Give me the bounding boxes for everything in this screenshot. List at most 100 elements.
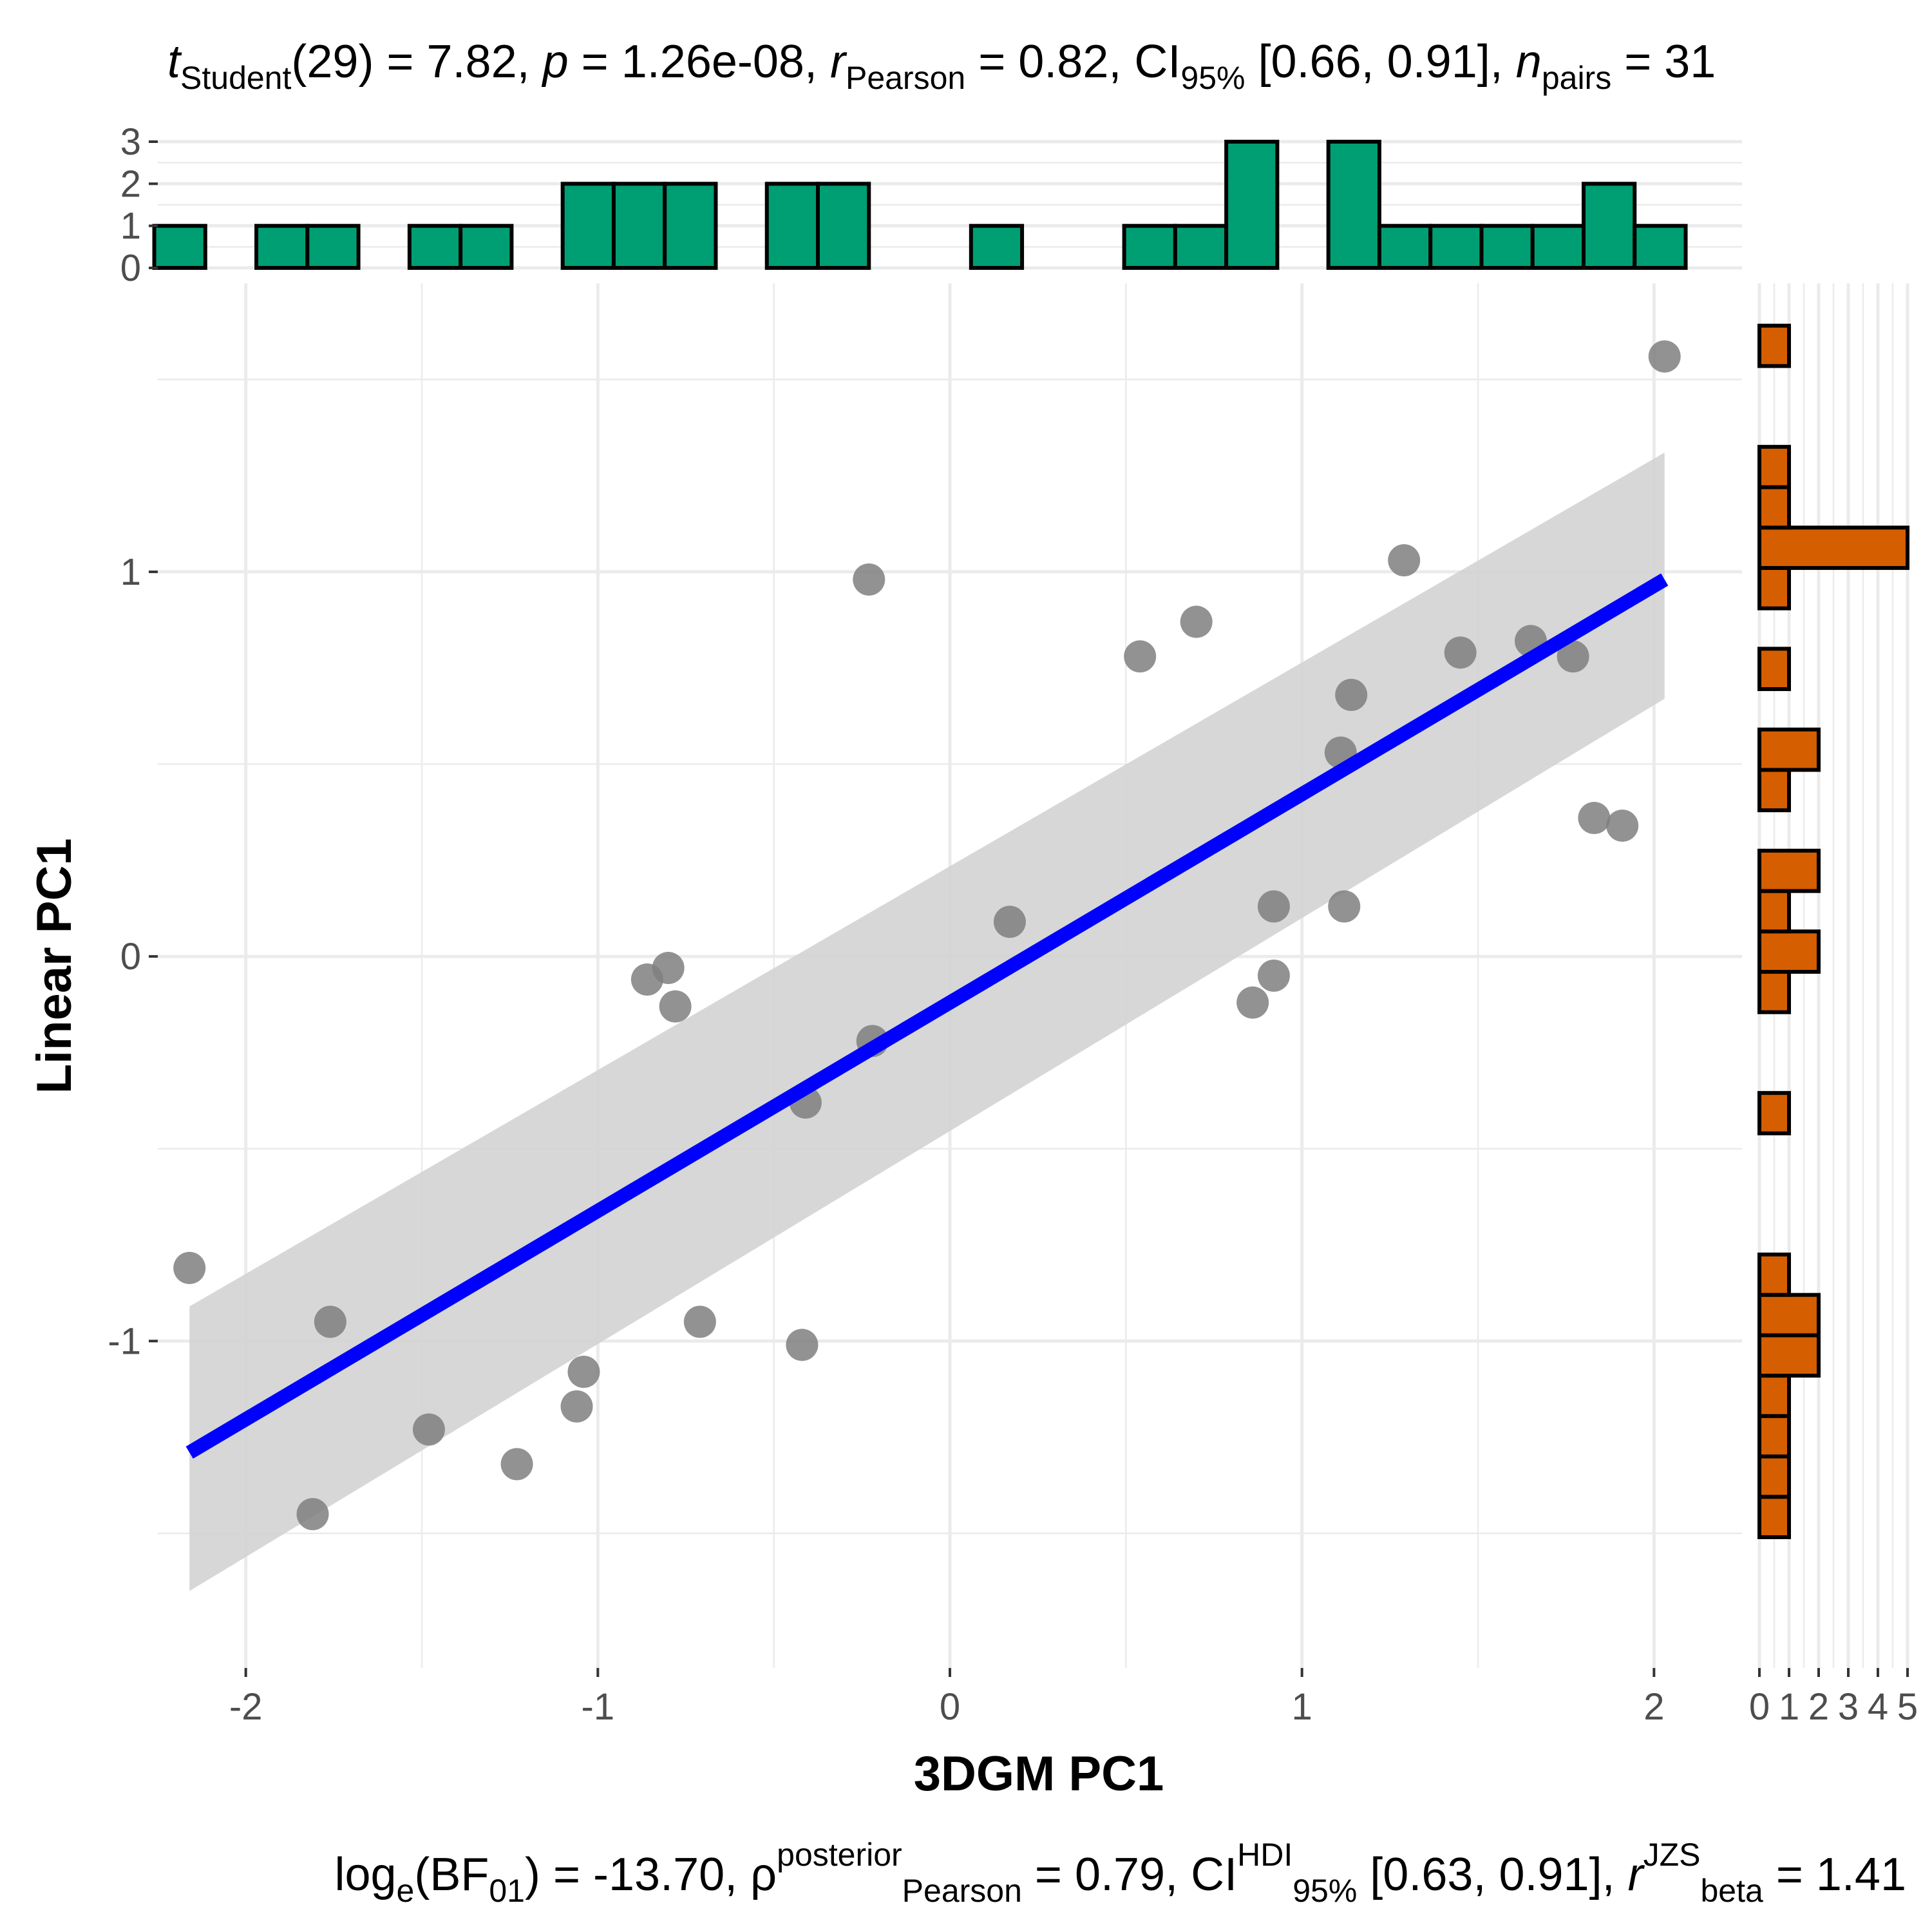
data-point [1124,640,1157,673]
bf-sub: 01 [489,1873,525,1909]
top-hist-tick-label: 3 [120,121,141,163]
n-sub: pairs [1542,60,1611,96]
ci-rest: [0.66, 0.91], [1245,36,1515,88]
r-sub: beta [1700,1873,1763,1909]
stats-subtitle: tStudent(29) = 7.82, p = 1.26e-08, rPear… [167,36,1716,96]
p-symbol: p [542,36,569,88]
data-point [500,1448,533,1481]
r-sup: JZS [1643,1837,1701,1873]
t-rest: (29) = 7.82, [291,36,542,88]
x-tick-label: -1 [582,1686,615,1728]
y-tick-label: -1 [108,1320,141,1362]
top-hist-bar [969,223,1025,270]
right-hist-bar [1757,565,1791,611]
data-point [1257,960,1290,992]
data-point [1557,640,1589,673]
y-tick-label: 0 [120,936,141,978]
right-hist-bar [1757,768,1791,813]
right-hist-bar [1757,970,1791,1014]
regression-line [185,573,1669,1459]
right-hist-bar [1757,727,1821,772]
data-point [659,990,692,1023]
top-hist-bar [1582,182,1637,270]
log-sub: e [397,1873,415,1909]
right-hist-bar [1757,889,1791,934]
ci-sub: 95% [1180,60,1245,96]
top-hist-bar [1326,140,1381,270]
data-point [1328,890,1361,923]
data-point [412,1413,445,1446]
data-point [1578,802,1611,835]
data-point [173,1251,206,1284]
right-hist-bar [1757,1293,1821,1338]
log-text: log [334,1849,396,1900]
top-hist-bar [1173,223,1229,270]
data-point [993,905,1026,938]
right-hist-bar [1757,444,1791,489]
right-hist-bar [1757,1454,1791,1499]
right-hist-bar [1757,848,1821,893]
data-point [1335,679,1368,712]
bf-rest: ) = -13.70, [525,1849,750,1900]
data-point [296,1498,329,1531]
x-tick-label: 1 [1292,1686,1312,1728]
x-tick-label: 2 [1643,1686,1664,1728]
rho-sub: Pearson [902,1873,1022,1909]
y-tick-label: 1 [120,551,141,593]
x-tick-label: -2 [229,1686,263,1728]
top-hist-bar [560,182,616,270]
r-symbol: r [830,36,848,88]
right-hist-bar [1757,1414,1791,1459]
data-point [652,952,685,985]
x-axis-title: 3DGM PC1 [914,1747,1164,1801]
r-symbol: r [1628,1849,1645,1900]
right-hist-bar [1757,1495,1791,1539]
data-point [1648,340,1681,373]
rho-symbol: ρ [750,1849,777,1900]
right-hist-bar [1757,526,1909,570]
r-rest: = 1.41 [1763,1849,1906,1900]
ci-sub: 95% [1293,1873,1357,1909]
ci-rest: [0.63, 0.91], [1357,1849,1627,1900]
bf-open: (BF [414,1849,489,1900]
data-point [314,1305,346,1338]
right-hist-tick-label: 0 [1749,1686,1770,1728]
right-hist-bar [1757,1252,1791,1297]
p-rest: = 1.26e-08, [569,36,830,88]
data-point [1180,605,1213,638]
top-hist-bar [459,223,514,270]
ci-sup: HDI [1237,1837,1293,1873]
rho-sup: posterior [777,1837,902,1873]
rho-rest: = 0.79, CI [1022,1849,1237,1900]
data-point [560,1390,593,1423]
right-hist-tick-label: 4 [1868,1686,1888,1728]
t-symbol: t [167,36,182,88]
x-tick-label: 0 [940,1686,960,1728]
n-rest: = 31 [1611,36,1716,88]
right-hist-bar [1757,485,1791,530]
top-hist-tick-label: 2 [120,163,141,205]
data-point [1606,810,1639,842]
top-hist-bar [254,223,310,270]
data-point [1236,986,1269,1019]
data-point [853,563,886,596]
top-hist-bar [1122,223,1177,270]
top-hist-bar [816,182,871,270]
y-axis-title: Linear PC1 [27,838,82,1094]
top-hist-bar [1224,140,1280,270]
bayes-caption: loge(BF01) = -13.70, ρposteriorPearson =… [334,1837,1906,1909]
top-hist-bar [1428,223,1484,270]
data-point [683,1305,716,1338]
right-hist-tick-label: 1 [1779,1686,1799,1728]
right-hist-bar [1757,1374,1791,1418]
top-hist-bar [611,182,667,270]
right-hist-bar [1757,323,1791,368]
right-hist-tick-label: 5 [1897,1686,1918,1728]
r-sub: Pearson [846,60,965,96]
right-hist-tick-label: 3 [1838,1686,1859,1728]
scatter-panel: -2 -1 0 1 2 -1 0 1 [108,283,1742,1728]
top-hist-bar [764,182,820,270]
top-hist-bar [1479,223,1535,270]
